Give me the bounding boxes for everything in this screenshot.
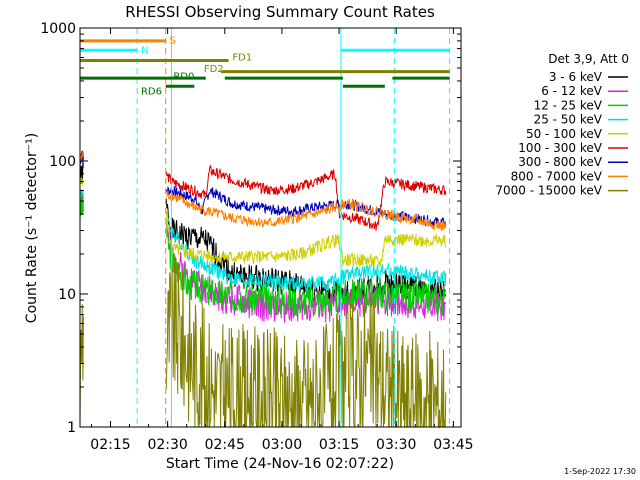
legend-item-label: 300 - 800 keV bbox=[518, 155, 602, 169]
flag-label: FD1 bbox=[232, 53, 252, 64]
legend-item-label: 12 - 25 keV bbox=[534, 98, 603, 112]
legend-item-label: 25 - 50 keV bbox=[534, 113, 603, 127]
y-tick-label: 100 bbox=[49, 154, 76, 170]
series-line-4 bbox=[79, 177, 447, 268]
x-tick-label: 02:15 bbox=[90, 437, 130, 453]
legend-item-label: 7000 - 15000 keV bbox=[495, 184, 602, 198]
x-tick-label: 02:45 bbox=[205, 437, 245, 453]
y-tick-label: 1 bbox=[67, 420, 76, 436]
legend-header: Det 3,9, Att 0 bbox=[548, 52, 629, 66]
flag-label: N bbox=[141, 45, 148, 56]
chart-title: RHESSI Observing Summary Count Rates bbox=[125, 3, 435, 21]
flag-label: S bbox=[170, 35, 176, 46]
legend-item-label: 100 - 300 keV bbox=[518, 141, 602, 155]
legend-item-label: 3 - 6 keV bbox=[549, 70, 603, 84]
x-axis-label: Start Time (24-Nov-16 02:07:22) bbox=[166, 456, 394, 472]
y-axis-label: Count Rate (s⁻¹ detector⁻¹) bbox=[24, 133, 40, 323]
legend-item-label: 800 - 7000 keV bbox=[511, 169, 603, 183]
flag-label: RD6 bbox=[141, 86, 162, 97]
x-tick-label: 03:30 bbox=[376, 437, 416, 453]
flag-label: RD0 bbox=[173, 71, 194, 82]
legend-item-label: 50 - 100 keV bbox=[526, 127, 603, 141]
x-tick-label: 03:45 bbox=[433, 437, 473, 453]
y-tick-label: 10 bbox=[58, 287, 76, 303]
plot-frame bbox=[79, 27, 462, 428]
x-tick-label: 02:30 bbox=[147, 437, 187, 453]
x-tick-label: 03:00 bbox=[262, 437, 302, 453]
series-line-7 bbox=[79, 152, 447, 231]
x-tick-label: 03:15 bbox=[319, 437, 359, 453]
legend-item-label: 6 - 12 keV bbox=[541, 84, 603, 98]
flag-label: FD2 bbox=[204, 64, 224, 75]
y-tick-label: 1000 bbox=[40, 21, 76, 37]
plot-area: S N FD1 FD2 RD0 RD6 bbox=[79, 27, 462, 429]
footer-timestamp: 1-Sep-2022 17:30 bbox=[564, 467, 636, 476]
